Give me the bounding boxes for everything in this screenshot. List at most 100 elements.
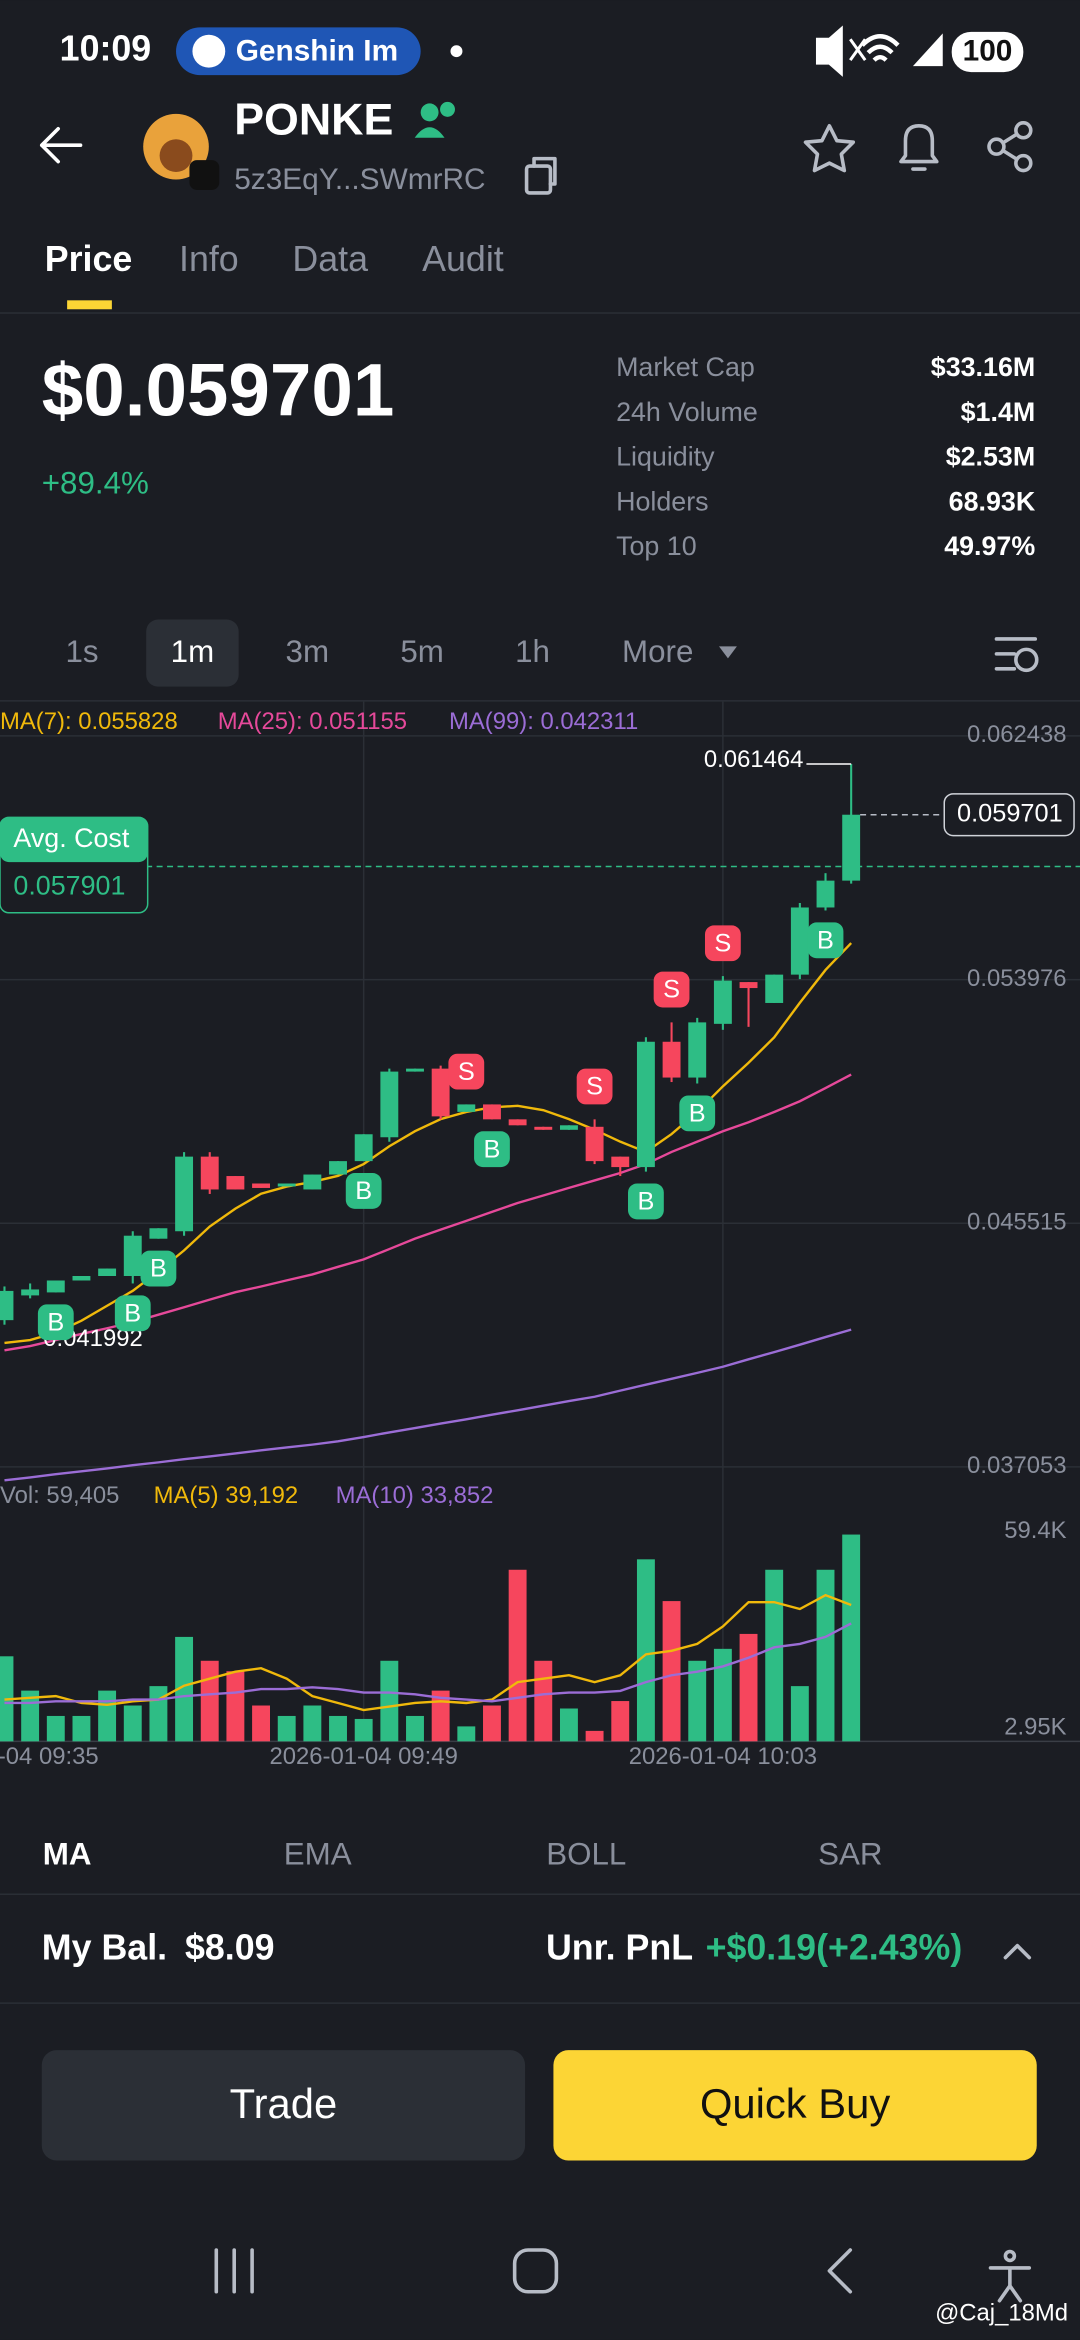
stats: Market Cap $33.16M 24h Volume $1.4M Liquidit… [616, 352, 1036, 561]
tab[interactable]: Data [292, 239, 368, 279]
candle-body [611, 1156, 630, 1168]
volume-bar [123, 1705, 142, 1742]
nav-home[interactable] [512, 2248, 559, 2294]
trade-marker[interactable] [576, 1068, 613, 1105]
volume-bar [508, 1569, 527, 1742]
favorite-button[interactable] [803, 124, 856, 173]
trade-marker[interactable] [140, 1250, 177, 1287]
timeframe[interactable]: 1h [515, 634, 550, 669]
volume-bar [431, 1690, 450, 1742]
trade-marker-label: S [458, 1058, 475, 1086]
balance-label: My Bal. [42, 1928, 167, 1968]
candle-body [636, 1041, 655, 1168]
timeframe[interactable]: 3m [286, 634, 330, 669]
stat-label: 24h Volume [616, 397, 758, 427]
indicator-tab[interactable]: EMA [284, 1836, 352, 1871]
quick-buy-button-label: Quick Buy [700, 2080, 890, 2127]
accessibility-button[interactable] [988, 2249, 1032, 2303]
share-button[interactable] [987, 121, 1033, 173]
volume-bar [636, 1559, 655, 1742]
pnl-label: Unr. PnL [546, 1928, 693, 1968]
indicator-tab[interactable]: BOLL [546, 1836, 626, 1871]
timeframe[interactable]: 5m [400, 634, 444, 669]
back-button[interactable] [39, 126, 83, 164]
tab[interactable]: Audit [422, 239, 504, 279]
tab-bar: Price Info Data Audit [45, 239, 504, 279]
candle-body [303, 1174, 322, 1190]
candle-body [508, 1119, 527, 1126]
candle-body [688, 1022, 707, 1078]
candle-body [483, 1104, 501, 1120]
trade-marker[interactable] [114, 1295, 151, 1332]
status-dot [450, 45, 463, 58]
candle-body [406, 1068, 424, 1072]
trade-button[interactable] [41, 2050, 526, 2161]
candle-body [842, 814, 861, 881]
volume-bar [354, 1718, 373, 1742]
trade-marker[interactable] [448, 1053, 485, 1090]
candle-body [559, 1125, 578, 1130]
trade-marker-label: B [150, 1255, 167, 1283]
alert-button[interactable] [899, 124, 939, 171]
quick-buy-button[interactable] [553, 2050, 1037, 2161]
token-address: 5z3EqY...SWmrRC [234, 163, 485, 196]
volume-bar [149, 1686, 168, 1742]
timeframe[interactable]: More [622, 634, 693, 669]
volume-bar [765, 1569, 784, 1742]
copy-button[interactable] [524, 156, 557, 195]
ma-legend: MA(7): 0.055828 [0, 708, 178, 735]
volume-bar [380, 1660, 399, 1742]
candle-body [790, 907, 809, 975]
indicator-tab[interactable]: SAR [818, 1836, 882, 1871]
battery [951, 31, 1024, 73]
timeframe[interactable]: 1m [171, 634, 215, 669]
volume-bar [559, 1708, 578, 1742]
candle-body [739, 982, 758, 989]
trade-marker[interactable] [345, 1173, 382, 1209]
volume-bar [226, 1671, 245, 1742]
last-price-label: 0.059701 [957, 799, 1063, 827]
trade-marker[interactable] [628, 1183, 664, 1220]
candle-body [329, 1161, 347, 1175]
nav-back[interactable] [827, 2248, 853, 2294]
trade-marker[interactable] [679, 1095, 716, 1132]
more-caret [719, 646, 737, 659]
pnl-value: +$0.19(+2.43%) [706, 1928, 963, 1968]
tab[interactable]: Info [179, 239, 239, 279]
volume-bar [662, 1601, 681, 1742]
tab[interactable]: Price [45, 239, 133, 279]
media-pill[interactable] [176, 27, 421, 76]
trade-marker[interactable] [653, 971, 690, 1008]
x-tick-label: 2026-01-04 09:49 [269, 1743, 457, 1770]
trade-marker[interactable] [37, 1304, 74, 1341]
stat-value: $1.4M [961, 397, 1036, 427]
y-tick-label: 0.037053 [967, 1452, 1067, 1479]
candle-body [46, 1280, 65, 1293]
trade-marker-label: B [355, 1177, 372, 1205]
trade-marker-label: B [124, 1299, 141, 1327]
candle-body [816, 880, 835, 908]
volume-bar [585, 1730, 604, 1742]
indicator-tab[interactable]: MA [43, 1836, 92, 1871]
candle-body [98, 1268, 117, 1276]
volume-bar [790, 1686, 809, 1742]
signal-icon [912, 33, 943, 67]
expand-button[interactable] [1003, 1943, 1032, 1960]
chain-badge [189, 160, 220, 190]
volume-tick-label: 59.4K [1004, 1517, 1066, 1544]
y-tick-label: 0.045515 [967, 1209, 1067, 1236]
trade-marker[interactable] [474, 1131, 510, 1168]
stat-value: $33.16M [931, 352, 1035, 382]
volume-ma-legend: MA(5) 39,192 [154, 1482, 299, 1509]
chart-settings-button[interactable] [994, 637, 1039, 673]
avg-cost-value: 0.057901 [13, 871, 125, 901]
volume-bar [72, 1715, 91, 1742]
nav-recents[interactable] [214, 2248, 254, 2294]
trade-marker[interactable] [704, 925, 741, 962]
high-label: 0.061464 [704, 746, 804, 773]
volume-bar [842, 1534, 861, 1742]
trade-marker[interactable] [807, 922, 844, 959]
timeframe[interactable]: 1s [66, 634, 99, 669]
avg-cost-head [0, 817, 148, 863]
price-change: +89.4% [42, 466, 149, 501]
